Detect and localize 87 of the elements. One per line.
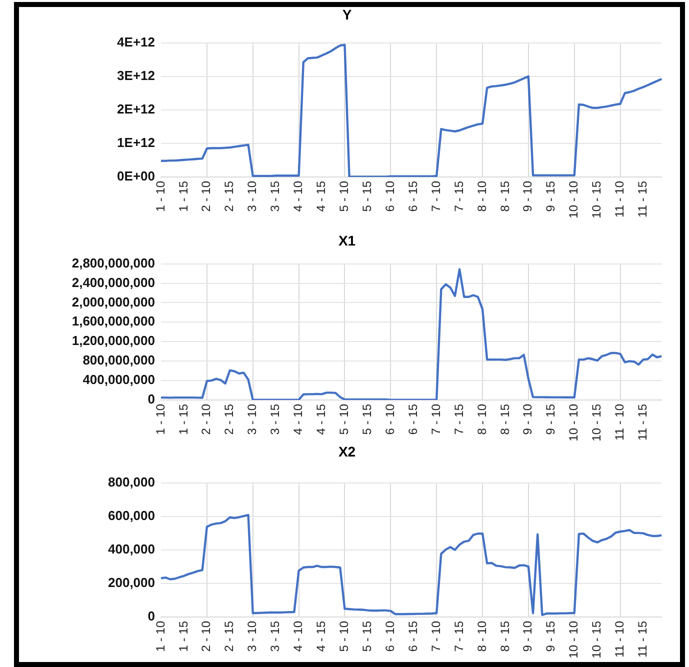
x-tick-label: 4 - 10 — [291, 180, 306, 212]
x-tick-label: 9 - 15 — [544, 180, 558, 212]
y-tick-label: 1,200,000,000 — [72, 333, 155, 348]
x-tick-label: 10 - 10 — [566, 620, 581, 658]
x-tick-label: 4 - 10 — [291, 620, 306, 652]
y-tick-label: 2,800,000,000 — [72, 255, 155, 270]
x-tick-label: 7 - 15 — [452, 404, 466, 435]
y-tick-label: 0E+00 — [117, 168, 155, 184]
y-tick-label: 0 — [148, 392, 155, 407]
chart-title: X2 — [338, 443, 356, 460]
x-tick-label: 10 - 15 — [590, 404, 604, 442]
y-tick-label: 800,000,000 — [82, 352, 155, 368]
x-tick-label: 1 - 15 — [176, 180, 190, 212]
x-tick-label: 11 - 15 — [636, 180, 650, 218]
chart-title: Y — [342, 6, 352, 22]
x-tick-label: 2 - 10 — [199, 404, 214, 435]
x-tick-label: 3 - 15 — [268, 180, 282, 212]
x-tick-label: 5 - 15 — [360, 404, 374, 435]
x-tick-label: 7 - 15 — [452, 620, 466, 652]
y-tick-label: 2E+12 — [117, 101, 155, 116]
x-tick-label: 11 - 10 — [612, 620, 627, 658]
y-tick-label: 3E+12 — [117, 68, 155, 83]
x-tick-label: 8 - 15 — [498, 180, 512, 212]
x-tick-label: 7 - 15 — [452, 180, 466, 212]
x-tick-label: 8 - 15 — [498, 404, 512, 435]
x-tick-label: 3 - 10 — [245, 620, 260, 652]
x-tick-label: 4 - 15 — [314, 620, 328, 652]
y-tick-label: 0 — [148, 608, 155, 624]
x-tick-label: 3 - 10 — [245, 404, 260, 435]
x-tick-label: 8 - 15 — [498, 620, 512, 652]
x-tick-label: 8 - 10 — [474, 404, 489, 435]
y-tick-label: 800,000 — [108, 474, 155, 490]
x-tick-label: 10 - 15 — [590, 180, 604, 218]
x-tick-label: 11 - 10 — [612, 180, 627, 218]
x-tick-label: 11 - 10 — [612, 404, 627, 440]
x-tick-label: 5 - 15 — [360, 180, 374, 212]
x-tick-label: 2 - 15 — [222, 620, 236, 652]
x-tick-label: 7 - 10 — [428, 620, 443, 652]
y-tick-label: 2,000,000,000 — [72, 294, 155, 310]
x-tick-label: 8 - 10 — [474, 180, 489, 212]
x-tick-label: 10 - 10 — [566, 180, 581, 218]
x-tick-label: 6 - 15 — [406, 180, 420, 212]
x-tick-label: 4 - 15 — [314, 404, 328, 435]
x-tick-label: 1 - 15 — [176, 404, 190, 435]
x-tick-label: 7 - 10 — [428, 180, 443, 212]
x-tick-label: 9 - 10 — [520, 180, 535, 212]
x-tick-label: 9 - 10 — [520, 620, 535, 652]
x-tick-label: 6 - 15 — [406, 620, 420, 652]
y-tick-label: 600,000 — [108, 508, 155, 523]
x-tick-label: 6 - 10 — [382, 620, 397, 652]
y-tick-label: 400,000,000 — [82, 372, 155, 388]
x-tick-label: 3 - 10 — [245, 180, 260, 212]
y-tick-label: 200,000 — [108, 575, 155, 590]
x-tick-label: 1 - 10 — [153, 620, 168, 652]
x-tick-label: 8 - 10 — [474, 620, 489, 652]
x-tick-label: 5 - 10 — [337, 404, 352, 435]
x-tick-label: 1 - 10 — [153, 404, 168, 435]
y-tick-label: 1,600,000,000 — [72, 314, 155, 329]
x-tick-label: 11 - 15 — [636, 404, 650, 440]
y-tick-label: 1E+12 — [117, 135, 155, 150]
x-tick-label: 6 - 15 — [406, 404, 420, 435]
y-tick-label: 4E+12 — [117, 34, 155, 50]
x-tick-label: 5 - 10 — [337, 620, 352, 652]
x-tick-label: 5 - 15 — [360, 620, 374, 652]
x-tick-label: 4 - 15 — [314, 180, 328, 212]
x-tick-label: 9 - 15 — [544, 404, 558, 435]
x-tick-label: 3 - 15 — [268, 404, 282, 435]
x-tick-label: 2 - 10 — [199, 180, 214, 212]
x-tick-label: 2 - 15 — [222, 404, 236, 435]
x-tick-label: 6 - 10 — [382, 180, 397, 212]
x-tick-label: 4 - 10 — [291, 404, 306, 435]
x-tick-label: 10 - 10 — [566, 404, 581, 442]
chart-title: X1 — [338, 232, 356, 248]
y-tick-label: 2,400,000,000 — [72, 274, 155, 290]
x-tick-label: 1 - 15 — [176, 620, 190, 652]
x-tick-label: 1 - 10 — [153, 180, 168, 212]
x-tick-label: 6 - 10 — [382, 404, 397, 435]
x-tick-label: 3 - 15 — [268, 620, 282, 652]
x-tick-label: 10 - 15 — [590, 620, 604, 658]
x-tick-label: 9 - 15 — [544, 620, 558, 652]
x-tick-label: 11 - 15 — [636, 620, 650, 658]
x-tick-label: 5 - 10 — [337, 180, 352, 212]
y-tick-label: 400,000 — [108, 541, 155, 556]
x-tick-label: 2 - 10 — [199, 620, 214, 652]
x-tick-label: 9 - 10 — [520, 404, 535, 435]
x-tick-label: 7 - 10 — [428, 404, 443, 435]
x-tick-label: 2 - 15 — [222, 180, 236, 212]
